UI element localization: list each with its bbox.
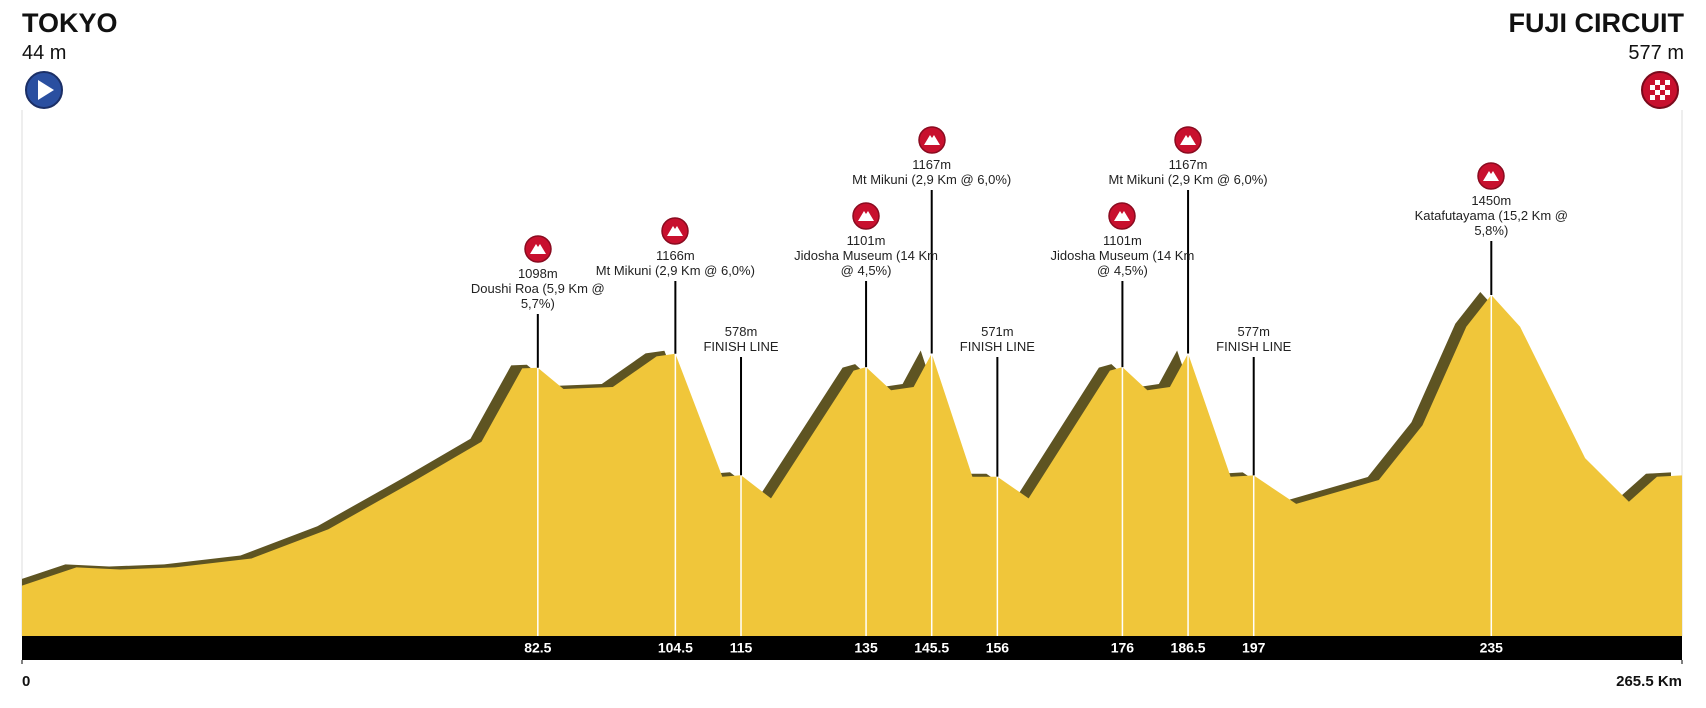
marker-name: Doushi Roa (5,9 Km @ 5,7%)	[470, 281, 605, 311]
climb-icon	[1477, 162, 1506, 190]
marker-label: 1167m Mt Mikuni (2,9 Km @ 6,0%)	[1108, 126, 1268, 187]
start-elevation: 44 m	[22, 42, 67, 64]
marker-km: 176	[1111, 640, 1135, 656]
marker-label: 1166m Mt Mikuni (2,9 Km @ 6,0%)	[595, 217, 755, 278]
marker-label: 1450m Katafutayama (15,2 Km @ 5,8%)	[1411, 162, 1571, 238]
marker-elevation: 577m	[1237, 324, 1270, 339]
marker-elevation: 1167m	[1168, 157, 1208, 172]
finish-elevation: 577 m	[1628, 42, 1684, 64]
climb-icon	[524, 235, 552, 263]
marker-elevation: 571m	[981, 324, 1014, 339]
climb-icon	[852, 202, 880, 230]
profile-group	[22, 292, 1682, 636]
marker-elevation: 1101m	[1103, 233, 1142, 248]
icon-mountain	[923, 135, 940, 145]
marker-name: Mt Mikuni (2,9 Km @ 6,0%)	[595, 263, 755, 278]
start-icon	[25, 71, 63, 109]
marker-name: Jidosha Museum (14 Km @ 4,5%)	[1050, 248, 1195, 278]
marker-km: 235	[1480, 640, 1504, 656]
start-name: TOKYO	[22, 8, 118, 38]
marker-label: 1098m Doushi Roa (5,9 Km @ 5,7%)	[458, 235, 618, 311]
marker-label: 577m FINISH LINE	[1174, 324, 1334, 354]
marker-km: 156	[986, 640, 1010, 656]
climb-icon	[917, 126, 946, 154]
marker-elevation: 1167m	[912, 157, 952, 172]
marker-km: 197	[1242, 640, 1266, 656]
marker-km: 82.5	[524, 640, 551, 656]
marker-label: 1101m Jidosha Museum (14 Km @ 4,5%)	[1042, 202, 1202, 278]
x-tick-label: 0	[22, 673, 30, 690]
marker-km: 135	[854, 640, 878, 656]
marker-elevation: 1450m	[1471, 193, 1512, 208]
marker-name: FINISH LINE	[703, 339, 779, 354]
marker-elevation: 1098m	[517, 266, 558, 281]
icon-mountain	[1114, 211, 1131, 221]
marker-name: Mt Mikuni (2,9 Km @ 6,0%)	[852, 172, 1012, 187]
distance-bar	[22, 636, 1682, 660]
marker-elevation: 578m	[724, 324, 758, 339]
icon-mountain	[667, 226, 684, 236]
x-tick-label: 265.5 Km	[1616, 673, 1682, 690]
marker-name: FINISH LINE	[959, 339, 1035, 354]
marker-label: 578m FINISH LINE	[661, 324, 821, 354]
climb-icon	[1108, 202, 1137, 230]
marker-label: 571m FINISH LINE	[917, 324, 1077, 354]
icon-mountain	[529, 244, 546, 254]
marker-name: Jidosha Museum (14 Km @ 4,5%)	[794, 248, 938, 278]
marker-name: Katafutayama (15,2 Km @ 5,8%)	[1414, 208, 1568, 238]
icon-mountain	[1483, 171, 1500, 181]
marker-km: 186.5	[1171, 640, 1206, 656]
climb-icon	[661, 217, 690, 245]
marker-name: FINISH LINE	[1216, 339, 1292, 354]
marker-km: 115	[730, 640, 753, 656]
profile-area	[22, 295, 1682, 636]
marker-km: 145.5	[914, 640, 949, 656]
icon-mountain	[858, 211, 875, 221]
finish-icon	[1641, 71, 1679, 109]
marker-elevation: 1101m	[846, 233, 886, 248]
marker-elevation: 1166m	[655, 248, 695, 263]
finish-name: FUJI CIRCUIT	[1508, 8, 1685, 38]
marker-label: 1167m Mt Mikuni (2,9 Km @ 6,0%)	[852, 126, 1012, 187]
marker-name: Mt Mikuni (2,9 Km @ 6,0%)	[1108, 172, 1268, 187]
icon-mountain	[1180, 135, 1197, 145]
climb-icon	[1174, 126, 1202, 154]
marker-km: 104.5	[658, 640, 693, 656]
marker-label: 1101m Jidosha Museum (14 Km @ 4,5%)	[786, 202, 946, 278]
